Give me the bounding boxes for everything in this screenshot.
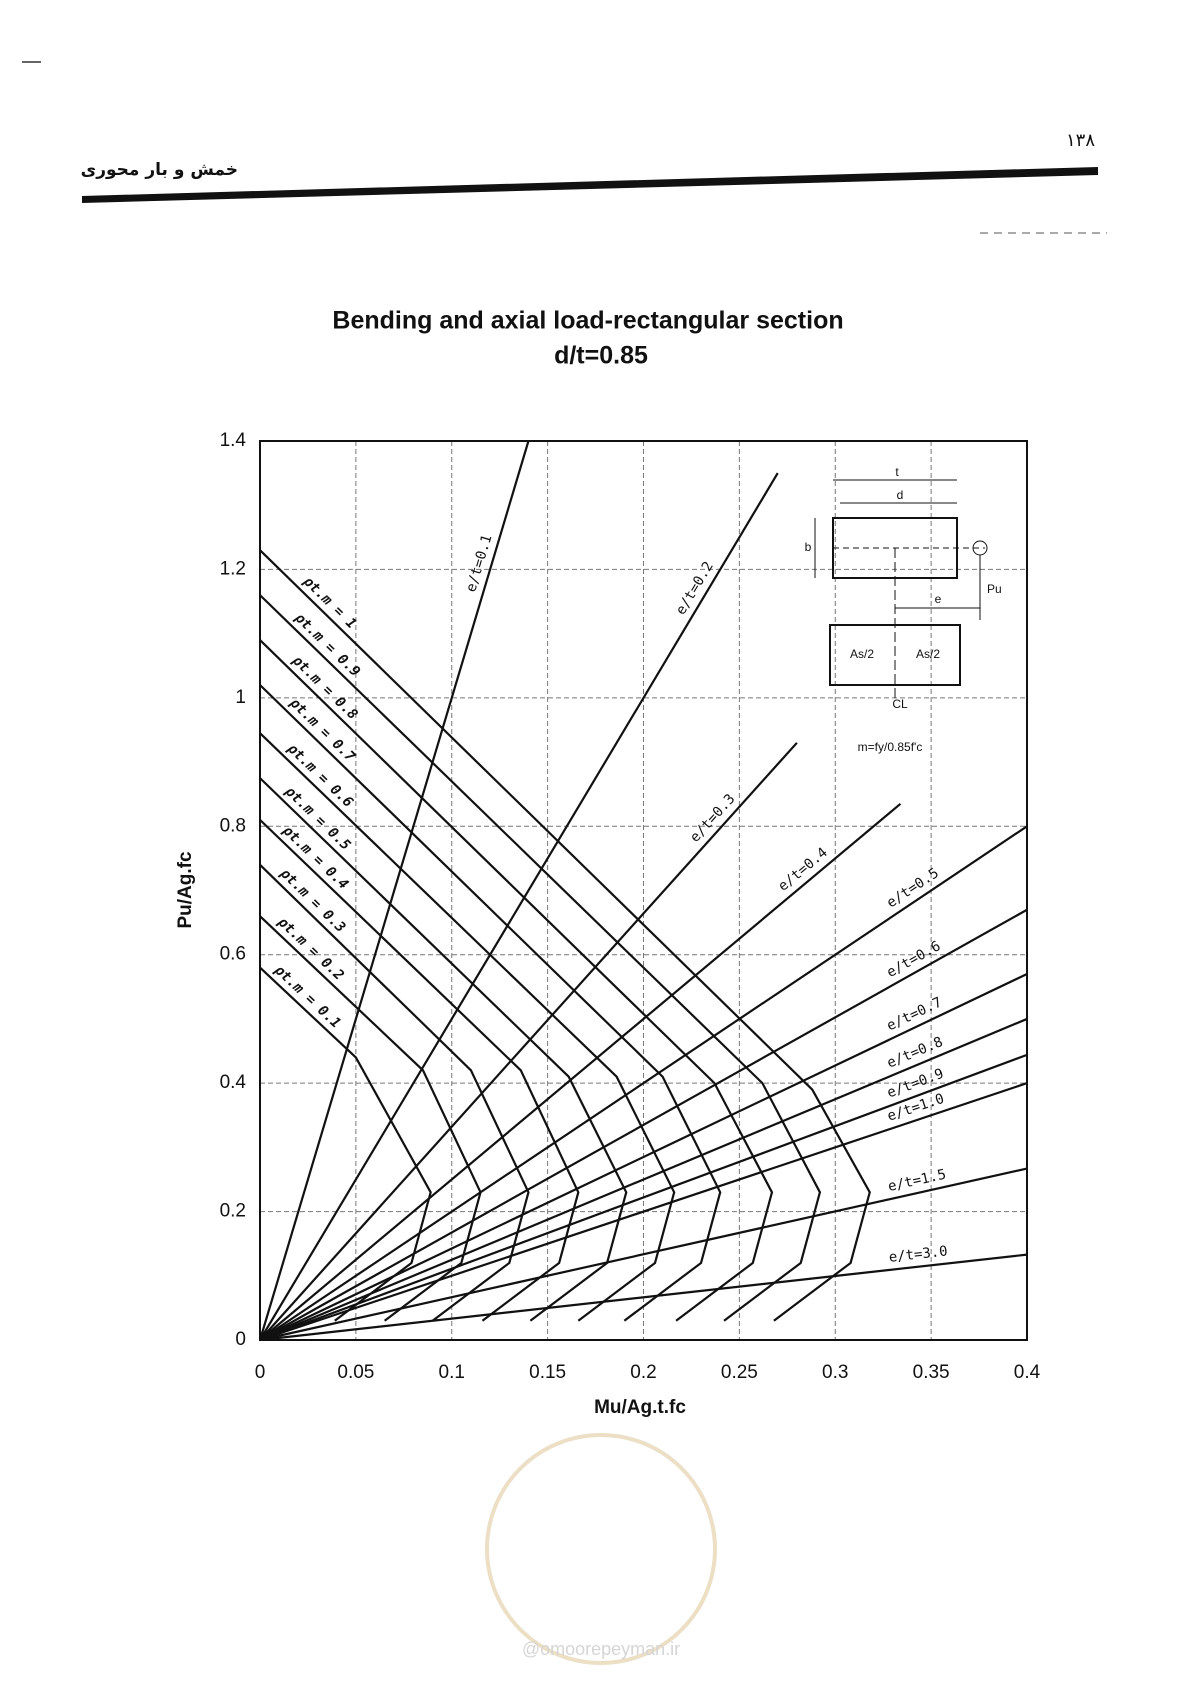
y-tick-label: 0.8 bbox=[220, 815, 246, 836]
steel-curve bbox=[259, 594, 822, 1322]
eccentricity-line bbox=[259, 1053, 1028, 1342]
eccentricity-line bbox=[259, 472, 779, 1341]
x-tick-label: 0 bbox=[255, 1362, 266, 1383]
chart-subtitle: d/t=0.85 bbox=[554, 342, 648, 370]
steel-curve bbox=[259, 915, 482, 1322]
eccentricity-label: e/t=0.2 bbox=[673, 559, 717, 618]
eccentricity-line bbox=[259, 802, 902, 1341]
eccentricity-line bbox=[259, 1017, 1028, 1342]
y-tick-label: 1.4 bbox=[220, 430, 247, 451]
eccentricity-label: e/t=3.0 bbox=[888, 1243, 948, 1265]
inset-label: d bbox=[897, 488, 904, 502]
page-number: ۱۳۸ bbox=[1066, 130, 1095, 150]
eccentricity-line bbox=[259, 972, 1028, 1341]
y-tick-label: 0.4 bbox=[220, 1072, 247, 1093]
x-tick-label: 0.1 bbox=[439, 1362, 465, 1383]
eccentricity-line bbox=[259, 825, 1028, 1341]
inset-label: e bbox=[935, 592, 942, 606]
eccentricity-line bbox=[259, 1253, 1028, 1342]
inset-label: b bbox=[805, 540, 812, 554]
steel-curve bbox=[259, 864, 530, 1322]
running-header: خمش و بار محوری bbox=[81, 160, 238, 180]
x-axis-label: Mu/Ag.t.fc bbox=[594, 1397, 686, 1418]
inset-label: As/2 bbox=[916, 647, 940, 661]
y-tick-label: 0 bbox=[235, 1329, 246, 1350]
header-rule bbox=[82, 167, 1098, 203]
inset-label: t bbox=[895, 465, 899, 479]
x-tick-label: 0.25 bbox=[721, 1362, 758, 1383]
eccentricity-line bbox=[259, 908, 1028, 1341]
x-tick-label: 0.3 bbox=[822, 1362, 848, 1383]
inset-label: Pu bbox=[987, 582, 1002, 596]
plot-frame bbox=[259, 440, 1028, 1341]
watermark: @omoorepeyman.ir bbox=[485, 1433, 717, 1665]
chart-title: Bending and axial load-rectangular secti… bbox=[332, 307, 843, 335]
steel-curve bbox=[259, 777, 628, 1322]
x-tick-label: 0.05 bbox=[337, 1362, 374, 1383]
y-tick-label: 0.2 bbox=[220, 1201, 246, 1222]
steel-curve bbox=[259, 966, 432, 1322]
inset-label: m=fy/0.85f'c bbox=[858, 740, 923, 754]
x-tick-label: 0.15 bbox=[529, 1362, 566, 1383]
y-axis-label: Pu/Ag.fc bbox=[175, 851, 196, 928]
watermark-seal bbox=[485, 1433, 717, 1665]
inset-label: CL bbox=[892, 697, 908, 711]
y-tick-label: 1.2 bbox=[220, 558, 246, 579]
y-tick-label: 0.6 bbox=[220, 944, 246, 965]
steel-curve bbox=[259, 819, 580, 1322]
steel-curve bbox=[259, 732, 676, 1322]
steel-curve bbox=[259, 639, 774, 1322]
eccentricity-line bbox=[259, 1167, 1028, 1342]
section-elevation bbox=[829, 624, 961, 686]
section-inset bbox=[814, 479, 988, 700]
eccentricity-line bbox=[258, 440, 530, 1341]
x-tick-label: 0.35 bbox=[913, 1362, 950, 1383]
x-tick-label: 0.4 bbox=[1014, 1362, 1041, 1383]
eccentricity-label: e/t=1.5 bbox=[886, 1167, 947, 1195]
eccentricity-label: e/t=0.1 bbox=[463, 533, 495, 594]
eccentricity-line bbox=[259, 742, 798, 1341]
x-tick-label: 0.2 bbox=[630, 1362, 656, 1383]
steel-curve bbox=[259, 549, 871, 1322]
watermark-text: @omoorepeyman.ir bbox=[522, 1639, 680, 1659]
y-tick-label: 1 bbox=[235, 687, 246, 708]
eccentricity-line bbox=[259, 1082, 1028, 1342]
inset-label: As/2 bbox=[850, 647, 874, 661]
steel-curve bbox=[259, 684, 722, 1322]
